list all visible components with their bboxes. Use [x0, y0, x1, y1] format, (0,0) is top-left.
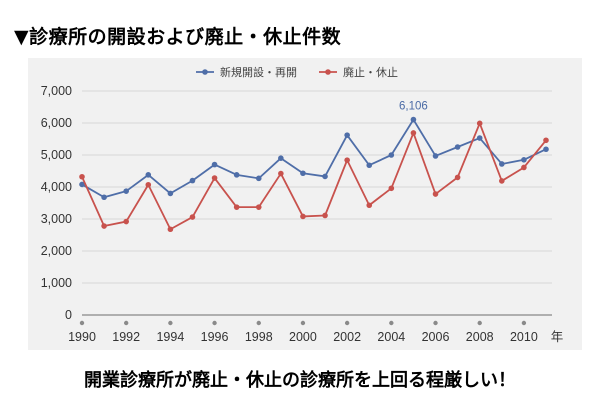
x-tick-label: 1998: [245, 330, 273, 344]
x-tick-marker: [79, 320, 85, 326]
y-tick-label: 6,000: [41, 116, 72, 130]
series-1-point: [432, 153, 439, 159]
peak-data-label: 6,106: [399, 101, 428, 113]
x-tick-label: 2006: [422, 330, 450, 344]
series-1-point: [476, 135, 483, 141]
x-tick-marker: [389, 320, 394, 326]
series-2-point: [322, 212, 328, 219]
series-line-2: [81, 122, 547, 231]
x-unit-label: 年: [551, 330, 564, 344]
x-tick-label: 2002: [333, 330, 361, 344]
series-1-point: [454, 144, 461, 150]
series-2-point: [344, 157, 350, 163]
series-2-point: [278, 170, 284, 177]
series-2-point: [521, 164, 527, 171]
series-2-point: [101, 223, 107, 229]
x-tick-label: 1996: [201, 330, 229, 344]
series-2-point: [233, 204, 240, 210]
series-1-point: [499, 161, 505, 167]
x-tick-marker: [123, 320, 129, 326]
series-1-point: [543, 146, 549, 153]
x-tick-label: 2010: [510, 330, 538, 344]
y-tick-label: 5,000: [41, 148, 72, 162]
line-chart: 0 1,000 2,000 3,000 4,000 5,000 6,000 7,000 1990…: [41, 65, 564, 344]
y-tick-label: 2,000: [41, 244, 72, 258]
x-tick-label: 1994: [156, 330, 184, 344]
series-2-point: [189, 214, 196, 220]
x-tick-label: 1992: [112, 330, 140, 344]
series-1-point: [79, 181, 85, 188]
page-heading: ▼診療所の開設および廃止・休止件数: [14, 26, 342, 48]
x-tick-marker: [477, 320, 482, 326]
series-2-point: [145, 181, 152, 188]
series-1-point: [344, 132, 350, 138]
series-1-point: [410, 116, 417, 123]
series-1-point: [388, 152, 395, 158]
legend-label-1: 新規開設・再開: [220, 65, 297, 79]
legend-label-2: 廃止・休止: [343, 65, 398, 79]
series-1-point: [255, 175, 262, 182]
series-1-point: [123, 188, 129, 194]
series-1-point: [322, 173, 328, 180]
x-tick-label: 2008: [466, 330, 494, 344]
y-tick-label: 4,000: [41, 180, 72, 194]
series-2-point: [476, 120, 483, 127]
series-2-point: [388, 185, 395, 192]
y-tick-label: 0: [65, 308, 72, 322]
series-1-point: [145, 172, 152, 178]
x-tick-label: 1990: [68, 330, 96, 344]
series-2-point: [167, 226, 174, 233]
series-2-point: [432, 191, 439, 197]
y-tick-label: 3,000: [41, 212, 72, 226]
series-1-point: [278, 155, 284, 161]
x-tick-marker: [521, 320, 527, 326]
series-1-point: [366, 162, 373, 169]
x-tick-marker: [212, 320, 217, 326]
page-caption: 開業診療所が廃止・休止の診療所を上回る程厳しい！: [84, 370, 516, 391]
series-2-point: [211, 175, 218, 181]
series-1-point: [167, 190, 174, 197]
series-1-point: [101, 194, 107, 201]
series-2-point: [366, 202, 373, 209]
series-1-point: [233, 172, 240, 178]
x-tick-marker: [168, 320, 173, 326]
x-tick-label: 2004: [377, 330, 405, 344]
y-tick-label: 7,000: [41, 84, 72, 98]
series-1-point: [521, 157, 527, 163]
series-2-point: [123, 218, 129, 225]
legend-swatch-dot: [325, 69, 331, 75]
series-2-point: [255, 204, 262, 210]
series-line-1: [81, 118, 547, 199]
series-2-point: [454, 174, 461, 181]
x-tick-label: 2000: [289, 330, 317, 344]
x-tick-marker: [256, 320, 261, 326]
y-tick-label: 1,000: [41, 276, 72, 290]
x-tick-marker: [344, 320, 350, 326]
series-1-point: [300, 170, 306, 177]
x-tick-marker: [300, 320, 306, 326]
legend-swatch-dot: [202, 69, 208, 75]
series-2-point: [410, 130, 417, 136]
chart-panel: 0 1,000 2,000 3,000 4,000 5,000 6,000 7,000 1990…: [28, 58, 582, 350]
series-1-point: [189, 177, 196, 184]
series-2-point: [543, 137, 549, 144]
series-2-point: [300, 213, 306, 220]
series-1-point: [211, 161, 218, 168]
series-2-point: [499, 178, 505, 184]
series-2-point: [79, 173, 85, 180]
x-tick-marker: [433, 320, 438, 326]
